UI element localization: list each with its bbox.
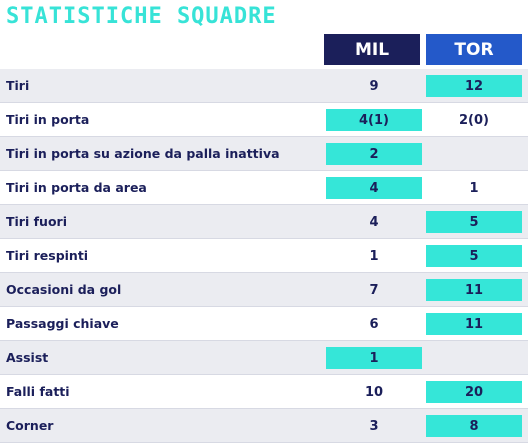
- home-value: 9: [369, 78, 379, 94]
- home-value: 10: [364, 384, 384, 400]
- home-value: 4: [326, 177, 422, 199]
- stat-row: Tiri in porta 4(1) 2(0): [0, 103, 528, 137]
- stat-label: Corner: [6, 418, 54, 433]
- stat-label: Tiri fuori: [6, 214, 67, 229]
- stat-row: Assist 1: [0, 341, 528, 375]
- stat-row: Falli fatti 10 20: [0, 375, 528, 409]
- stat-label: Tiri in porta da area: [6, 180, 147, 195]
- stat-row: Tiri in porta su azione da palla inattiv…: [0, 137, 528, 171]
- stat-label: Tiri respinti: [6, 248, 89, 263]
- home-value: 7: [369, 282, 379, 298]
- page-title: STATISTICHE SQUADRE: [6, 4, 277, 29]
- home-value: 6: [369, 316, 379, 332]
- stat-row: Tiri respinti 1 5: [0, 239, 528, 273]
- home-value: 1: [369, 248, 379, 264]
- stat-label: Tiri: [6, 78, 30, 93]
- away-value: [426, 347, 522, 369]
- away-value: 20: [426, 381, 522, 403]
- stat-label: Assist: [6, 350, 49, 365]
- stat-row: Tiri in porta da area 4 1: [0, 171, 528, 205]
- stat-row: Corner 3 8: [0, 409, 528, 443]
- stat-row: Occasioni da gol 7 11: [0, 273, 528, 307]
- team-header-home: MIL: [324, 34, 420, 65]
- stat-row: Passaggi chiave 6 11: [0, 307, 528, 341]
- home-value: 1: [326, 347, 422, 369]
- stat-label: Tiri in porta: [6, 112, 90, 127]
- away-value: 1: [469, 180, 479, 196]
- away-value: 11: [426, 279, 522, 301]
- stat-row: Tiri 9 12: [0, 69, 528, 103]
- stat-row: Tiri fuori 4 5: [0, 205, 528, 239]
- away-value: [426, 143, 522, 165]
- home-value: 3: [369, 418, 379, 434]
- away-value: 5: [426, 211, 522, 233]
- away-value: 2(0): [459, 112, 489, 128]
- stat-label: Passaggi chiave: [6, 316, 119, 331]
- stat-label: Falli fatti: [6, 384, 70, 399]
- away-value: 8: [426, 415, 522, 437]
- home-value: 4(1): [326, 109, 422, 131]
- home-value: 4: [369, 214, 379, 230]
- away-value: 5: [426, 245, 522, 267]
- stat-label: Tiri in porta su azione da palla inattiv…: [6, 146, 280, 161]
- stat-label: Occasioni da gol: [6, 282, 122, 297]
- away-value: 12: [426, 75, 522, 97]
- home-value: 2: [326, 143, 422, 165]
- away-value: 11: [426, 313, 522, 335]
- team-header-away: TOR: [426, 34, 522, 65]
- stats-table: Tiri 9 12 Tiri in porta 4(1) 2(0) Tiri i…: [0, 69, 528, 443]
